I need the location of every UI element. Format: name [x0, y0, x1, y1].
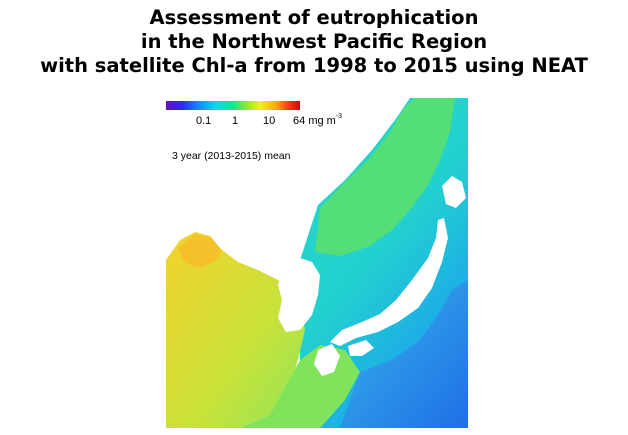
japan-islands [330, 218, 448, 346]
colorbar-max-value: 64 [293, 115, 306, 127]
colorbar-unit-exponent: -3 [335, 113, 343, 120]
colorbar-max-label: 64 mg m-3 [293, 113, 343, 127]
shikoku [348, 340, 374, 356]
title-line-2: in the Northwest Pacific Region [140, 30, 488, 53]
chl-a-colorbar [166, 101, 300, 110]
title: Assessment of eutrophication in the Nort… [0, 6, 628, 78]
colorbar-tick-label: 1 [232, 115, 239, 127]
chlorophyll-map [166, 98, 468, 428]
title-line-1: Assessment of eutrophication [149, 6, 479, 29]
hokkaido [442, 176, 466, 208]
bohai-sea [178, 234, 222, 268]
korean-peninsula [278, 258, 320, 332]
kyushu [314, 344, 340, 376]
colorbar-tick-label: 10 [263, 115, 276, 127]
pacific-ocean [340, 280, 468, 428]
colorbar-tick-label: 0.1 [196, 115, 212, 127]
title-line-3: with satellite Chl-a from 1998 to 2015 u… [40, 54, 588, 77]
yellow-sea [166, 232, 305, 428]
period-label: 3 year (2013-2015) mean [172, 150, 291, 162]
northern-shelf [315, 98, 455, 256]
colorbar-unit: mg m [308, 115, 336, 127]
